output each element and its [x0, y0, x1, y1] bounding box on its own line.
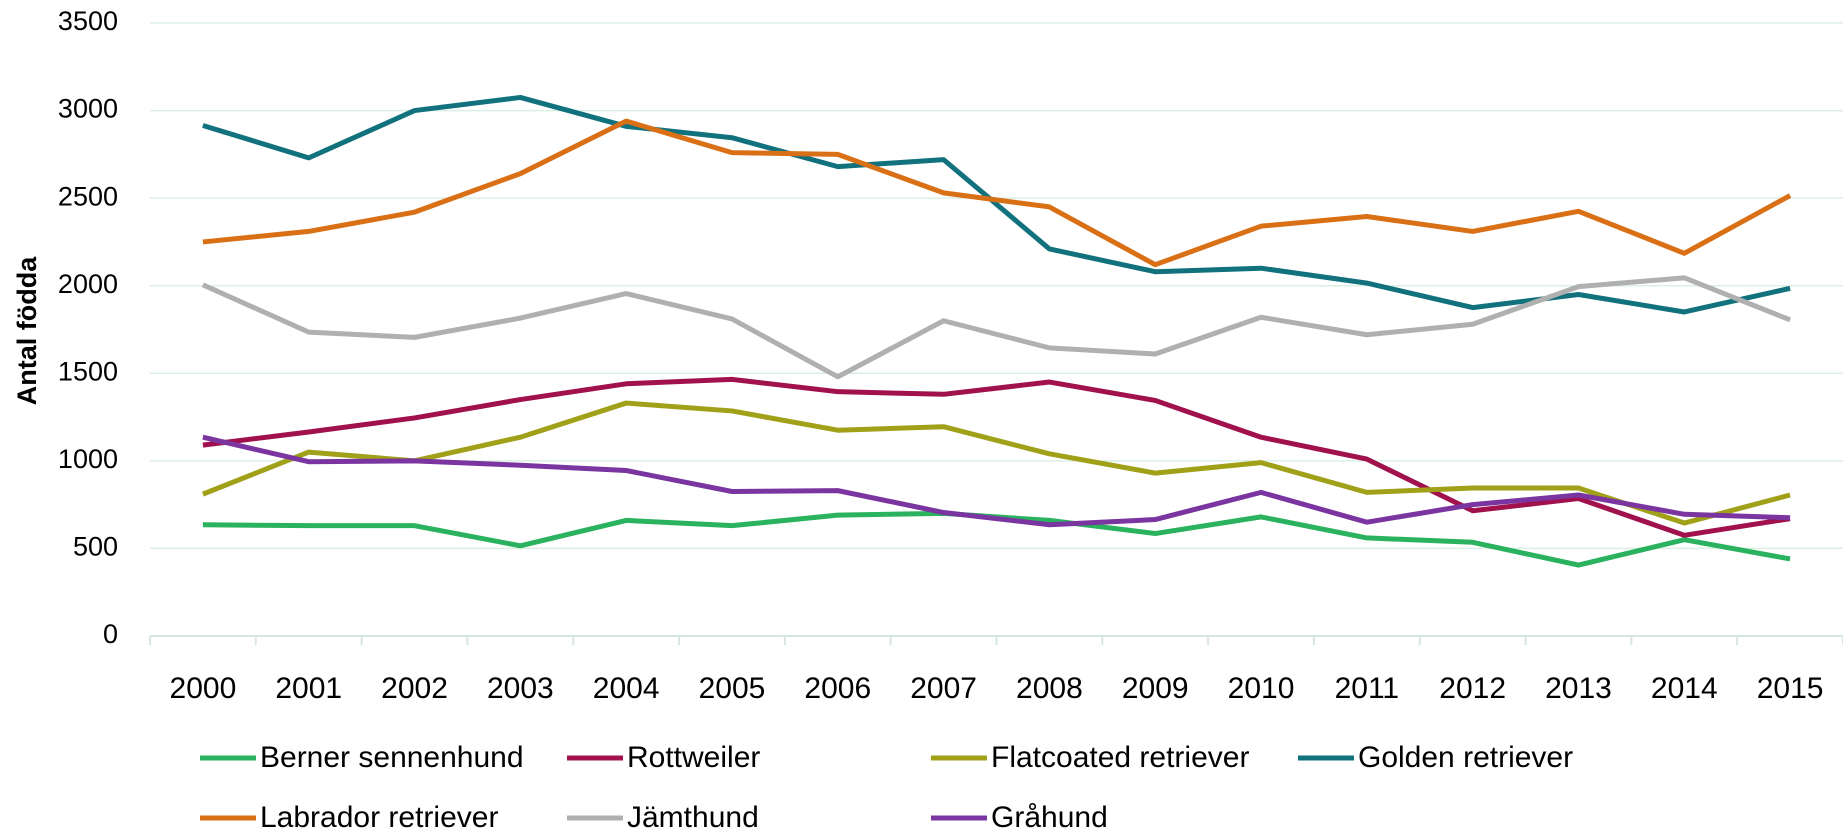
- x-tick-label: 2010: [1228, 672, 1295, 705]
- x-tick-label: 2005: [699, 672, 766, 705]
- legend-label: Gråhund: [991, 801, 1108, 833]
- x-tick-label: 2013: [1545, 672, 1612, 705]
- x-tick-label: 2007: [910, 672, 977, 705]
- y-axis-title: Antal födda: [12, 256, 42, 405]
- legend-label: Flatcoated retriever: [991, 741, 1249, 774]
- x-tick-label: 2003: [487, 672, 554, 705]
- y-tick-label: 3000: [58, 94, 118, 124]
- x-tick-label: 2014: [1651, 672, 1718, 705]
- x-tick-label: 2001: [275, 672, 342, 705]
- series-line: [202, 434, 1791, 528]
- y-tick-label: 2500: [58, 181, 118, 211]
- x-tick-label: 2012: [1439, 672, 1506, 705]
- legend-label: Labrador retriever: [260, 801, 498, 833]
- series-line: [201, 275, 1792, 380]
- series-line: [201, 400, 1791, 526]
- legend-label: Berner sennenhund: [260, 741, 524, 774]
- x-tick-label: 2004: [593, 672, 660, 705]
- y-tick-label: 500: [73, 532, 118, 562]
- legend-label: Jämthund: [627, 801, 759, 833]
- y-tick-label: 1500: [58, 356, 118, 386]
- legend-label: Rottweiler: [627, 741, 760, 774]
- series-line: [202, 118, 1792, 268]
- y-tick-label: 2000: [58, 269, 118, 299]
- y-tick-label: 1000: [58, 444, 118, 474]
- x-tick-label: 2009: [1122, 672, 1189, 705]
- x-tick-label: 2002: [381, 672, 448, 705]
- x-tick-label: 2008: [1016, 672, 1083, 705]
- x-tick-label: 2006: [804, 672, 871, 705]
- legend-label: Golden retriever: [1358, 741, 1573, 774]
- x-tick-label: 2011: [1335, 672, 1400, 705]
- series-line: [202, 94, 1791, 315]
- x-tick-label: 2015: [1757, 672, 1824, 705]
- series-line: [202, 376, 1791, 538]
- y-tick-label: 0: [103, 619, 118, 649]
- y-tick-label: 3500: [58, 6, 118, 36]
- x-tick-label: 2000: [170, 672, 237, 705]
